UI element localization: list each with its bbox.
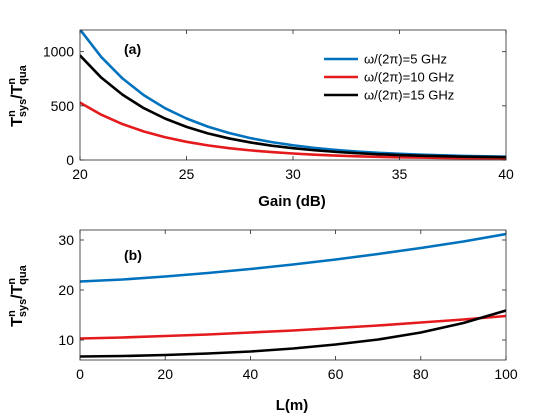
panel-a-y-axis-title: Tnsys/Tnqua — [6, 64, 29, 126]
panel-b-x-tick-label: 20 — [157, 366, 173, 382]
panel-b-x-tick-label: 80 — [413, 366, 429, 382]
panel-b-series-line-2 — [80, 314, 506, 340]
panel-b-y-tick-label: 20 — [58, 282, 74, 298]
panel-a-x-tick-label: 40 — [498, 166, 514, 182]
panel-b-x-tick-label: 0 — [76, 366, 84, 382]
panel-a-series-line-3 — [80, 54, 506, 159]
panel-b-length-chart: Tnsys/Tnqua L(m) (b) 0 20 40 60 80 100 10 20 30 — [6, 229, 518, 414]
legend-label-3: ω/(2π)=15 GHz — [364, 88, 454, 103]
panel-b-label: (b) — [124, 247, 142, 263]
panel-a-label: (a) — [124, 41, 141, 57]
panel-b-x-tick-label: 60 — [328, 366, 344, 382]
panel-b-y-tick-label: 30 — [58, 232, 74, 248]
panel-b-x-tick-label: 40 — [243, 366, 259, 382]
panel-a-x-axis-label: Gain (dB) — [258, 193, 326, 210]
panel-a-series-line-2 — [80, 101, 506, 160]
panel-a-legend: ω/(2π)=5 GHz ω/(2π)=10 GHz ω/(2π)=15 GHz — [324, 52, 454, 103]
panel-a-y-tick-label: 500 — [51, 98, 75, 114]
panel-b-y-tick-label: 10 — [58, 332, 74, 348]
panel-b-series-line-3 — [80, 309, 506, 358]
panel-b-series-group — [80, 232, 506, 358]
legend-label-2: ω/(2π)=10 GHz — [364, 70, 454, 85]
panel-a-series-group — [80, 30, 506, 160]
panel-b-y-axis-label: Tnsys/Tnqua — [6, 264, 29, 326]
panel-b-x-axis-label: L(m) — [276, 397, 309, 414]
panel-b-y-axis-title: Tnsys/Tnqua — [6, 264, 29, 326]
legend-label-1: ω/(2π)=5 GHz — [364, 52, 447, 67]
panel-a-x-tick-label: 30 — [285, 166, 301, 182]
panel-a-y-axis-label: Tnsys/Tnqua — [6, 64, 29, 126]
panel-a-y-tick-label: 1000 — [43, 44, 74, 60]
panel-a-x-tick-label: 20 — [72, 166, 88, 182]
panel-a-x-tick-label: 35 — [392, 166, 408, 182]
panel-a-gain-chart: Tnsys/Tnqua Gain (dB) (a) 20 25 30 35 40 0 500… — [6, 29, 514, 210]
panel-b-axes-box — [79, 229, 507, 361]
panel-b-series-line-1 — [80, 232, 506, 283]
panel-a-y-tick-label: 0 — [66, 152, 74, 168]
panel-b-x-tick-label: 100 — [494, 366, 518, 382]
panel-a-x-tick-label: 25 — [179, 166, 195, 182]
